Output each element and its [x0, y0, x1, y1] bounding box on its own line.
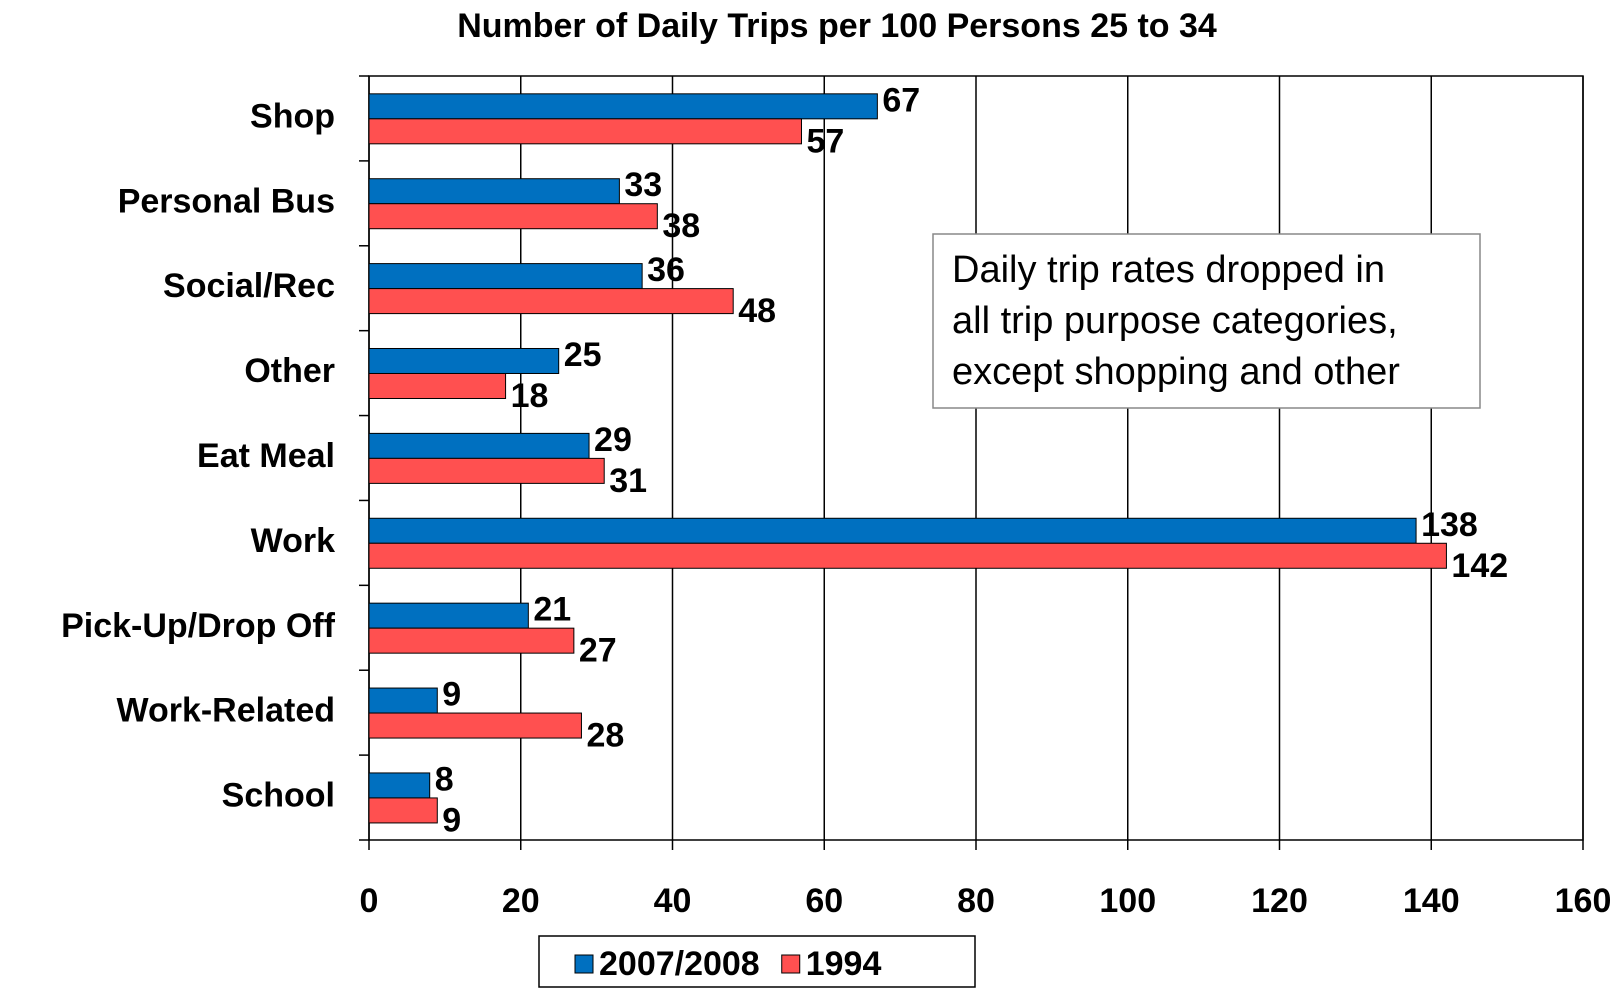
x-tick-label: 0 [360, 882, 379, 920]
annotation-text: all trip purpose categories, [952, 300, 1398, 342]
y-tick-label: Pick-Up/Drop Off [61, 607, 336, 645]
x-tick-label: 160 [1555, 882, 1612, 920]
bar [368, 93, 878, 120]
x-tick-label: 100 [1099, 882, 1156, 920]
bar [368, 457, 605, 484]
y-tick-label: Social/Rec [163, 267, 335, 305]
data-label: 48 [738, 292, 776, 330]
bar [368, 288, 734, 315]
x-tick-label: 80 [957, 882, 995, 920]
annotation-text: except shopping and other [952, 351, 1400, 393]
bar [368, 118, 802, 145]
data-label: 57 [806, 122, 844, 160]
bar [368, 627, 575, 654]
bar [368, 263, 643, 290]
legend-swatch [781, 954, 801, 974]
chart-title: Number of Daily Trips per 100 Persons 25… [457, 7, 1217, 45]
y-tick-label: Personal Bus [118, 182, 335, 220]
data-label: 38 [662, 207, 700, 245]
bar [368, 372, 507, 399]
data-label: 25 [564, 336, 602, 374]
bar [368, 517, 1417, 544]
x-tick-label: 120 [1251, 882, 1308, 920]
annotation-text: Daily trip rates dropped in [952, 249, 1385, 291]
data-label: 21 [533, 591, 571, 629]
x-tick-label: 140 [1403, 882, 1460, 920]
y-tick-label: Eat Meal [197, 437, 335, 475]
bar [368, 432, 590, 459]
data-label: 9 [442, 801, 461, 839]
bar [368, 712, 582, 739]
bar [368, 542, 1447, 569]
bar [368, 797, 438, 824]
x-tick-label: 60 [805, 882, 843, 920]
x-tick-label: 20 [502, 882, 540, 920]
y-tick-label: Work [251, 522, 335, 560]
bar [368, 772, 431, 799]
bar [368, 178, 620, 205]
data-label: 27 [579, 632, 617, 670]
data-label: 142 [1451, 547, 1508, 585]
data-label: 18 [511, 377, 549, 415]
annotation-box [932, 233, 1481, 409]
data-label: 67 [882, 81, 920, 119]
y-tick-label: Work-Related [116, 692, 335, 730]
data-label: 8 [435, 760, 454, 798]
data-label: 33 [624, 166, 662, 204]
legend-swatch [574, 954, 594, 974]
y-tick-label: Other [244, 352, 335, 390]
legend-box [538, 935, 976, 988]
bar [368, 687, 438, 714]
y-tick-label: Shop [250, 97, 335, 135]
bar [368, 203, 658, 230]
data-label: 138 [1421, 506, 1478, 544]
data-label: 29 [594, 421, 632, 459]
legend-label: 2007/2008 [599, 945, 760, 983]
y-tick-label: School [222, 777, 335, 815]
x-tick-label: 40 [654, 882, 692, 920]
data-label: 9 [442, 676, 461, 714]
legend-label: 1994 [806, 945, 882, 983]
data-label: 28 [586, 717, 624, 755]
bar [368, 347, 560, 374]
bar [368, 602, 529, 629]
data-label: 36 [647, 251, 685, 289]
data-label: 31 [609, 462, 647, 500]
